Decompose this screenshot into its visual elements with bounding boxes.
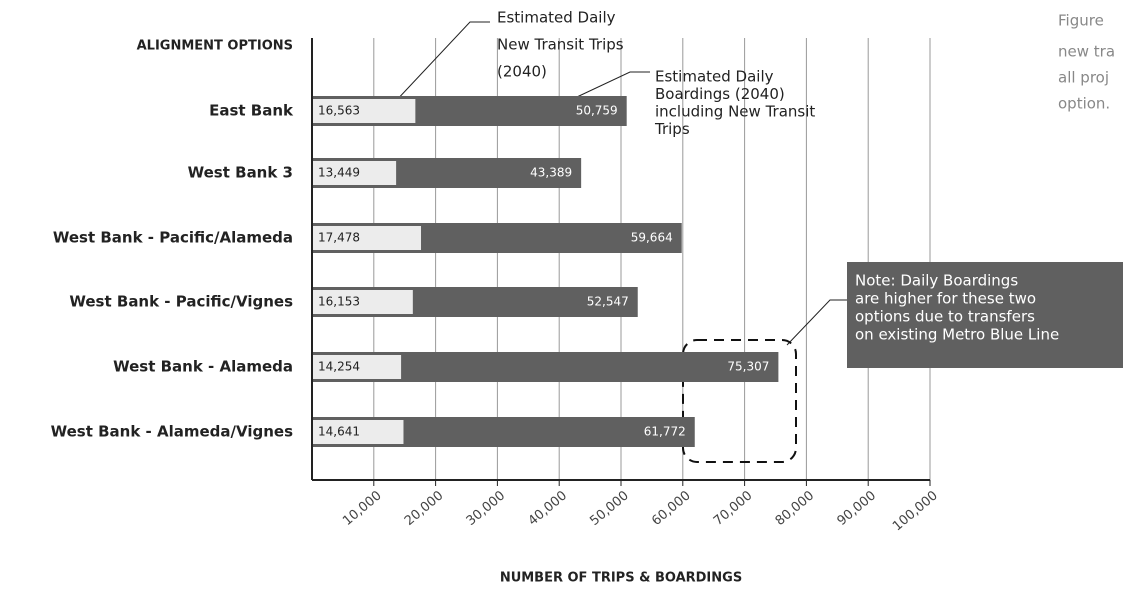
annotation: Boardings (2040)	[655, 85, 785, 103]
annotation: (2040)	[497, 63, 547, 81]
y-tick-label: West Bank - Pacific/Vignes	[69, 293, 293, 311]
bar	[313, 99, 416, 123]
note-box	[847, 262, 1123, 368]
value-label: 16,563	[318, 104, 360, 118]
value-label: 75,307	[727, 360, 769, 374]
bar	[313, 226, 422, 250]
value-label: 16,153	[318, 295, 360, 309]
y-tick-label: West Bank - Alameda	[113, 358, 293, 376]
y-tick-label: West Bank - Pacific/Alameda	[53, 229, 293, 247]
bar	[313, 161, 397, 185]
x-tick-label: 70,000	[711, 488, 755, 529]
x-tick-label: 50,000	[587, 488, 631, 529]
y-tick-label: West Bank - Alameda/Vignes	[51, 423, 293, 441]
annotation: are higher for these two	[855, 290, 1036, 308]
value-label: 13,449	[318, 166, 360, 180]
x-tick-label: 30,000	[464, 488, 508, 529]
leader-line	[561, 71, 650, 105]
x-axis-label: NUMBER OF TRIPS & BOARDINGS	[500, 571, 742, 586]
side-text: new tra	[1058, 43, 1115, 61]
annotation: Note: Daily Boardings	[855, 272, 1018, 290]
x-tick-label: 20,000	[402, 488, 446, 529]
value-label: 14,641	[318, 425, 360, 439]
value-label: 52,547	[587, 295, 629, 309]
value-label: 61,772	[644, 425, 686, 439]
x-tick-label: 10,000	[340, 488, 384, 529]
annotation: on existing Metro Blue Line	[855, 326, 1059, 344]
leader-line	[786, 299, 847, 346]
side-text: Figure	[1058, 12, 1104, 30]
value-label: 43,389	[530, 166, 572, 180]
x-tick-label: 100,000	[890, 488, 941, 534]
value-label: 50,759	[576, 104, 618, 118]
leader-line	[392, 21, 490, 105]
bar	[313, 420, 404, 444]
chart-title: ALIGNMENT OPTIONS	[137, 39, 293, 54]
side-text: option.	[1058, 95, 1110, 113]
bar	[313, 355, 402, 379]
value-label: 17,478	[318, 231, 360, 245]
value-label: 14,254	[318, 360, 360, 374]
annotation: including New Transit	[655, 103, 815, 121]
x-tick-label: 40,000	[526, 488, 570, 529]
annotation: Estimated Daily	[655, 68, 774, 86]
side-text: all proj	[1058, 69, 1109, 87]
x-tick-label: 60,000	[649, 488, 693, 529]
y-tick-label: East Bank	[209, 102, 294, 120]
annotation: Trips	[654, 120, 690, 138]
bar	[313, 290, 413, 314]
annotation: options due to transfers	[855, 308, 1035, 326]
highlight-box	[682, 339, 797, 463]
annotation: New Transit Trips	[497, 36, 624, 54]
annotation: Estimated Daily	[497, 9, 616, 27]
y-tick-label: West Bank 3	[188, 164, 293, 182]
x-tick-label: 80,000	[773, 488, 817, 529]
x-tick-label: 90,000	[835, 488, 879, 529]
value-label: 59,664	[631, 231, 673, 245]
